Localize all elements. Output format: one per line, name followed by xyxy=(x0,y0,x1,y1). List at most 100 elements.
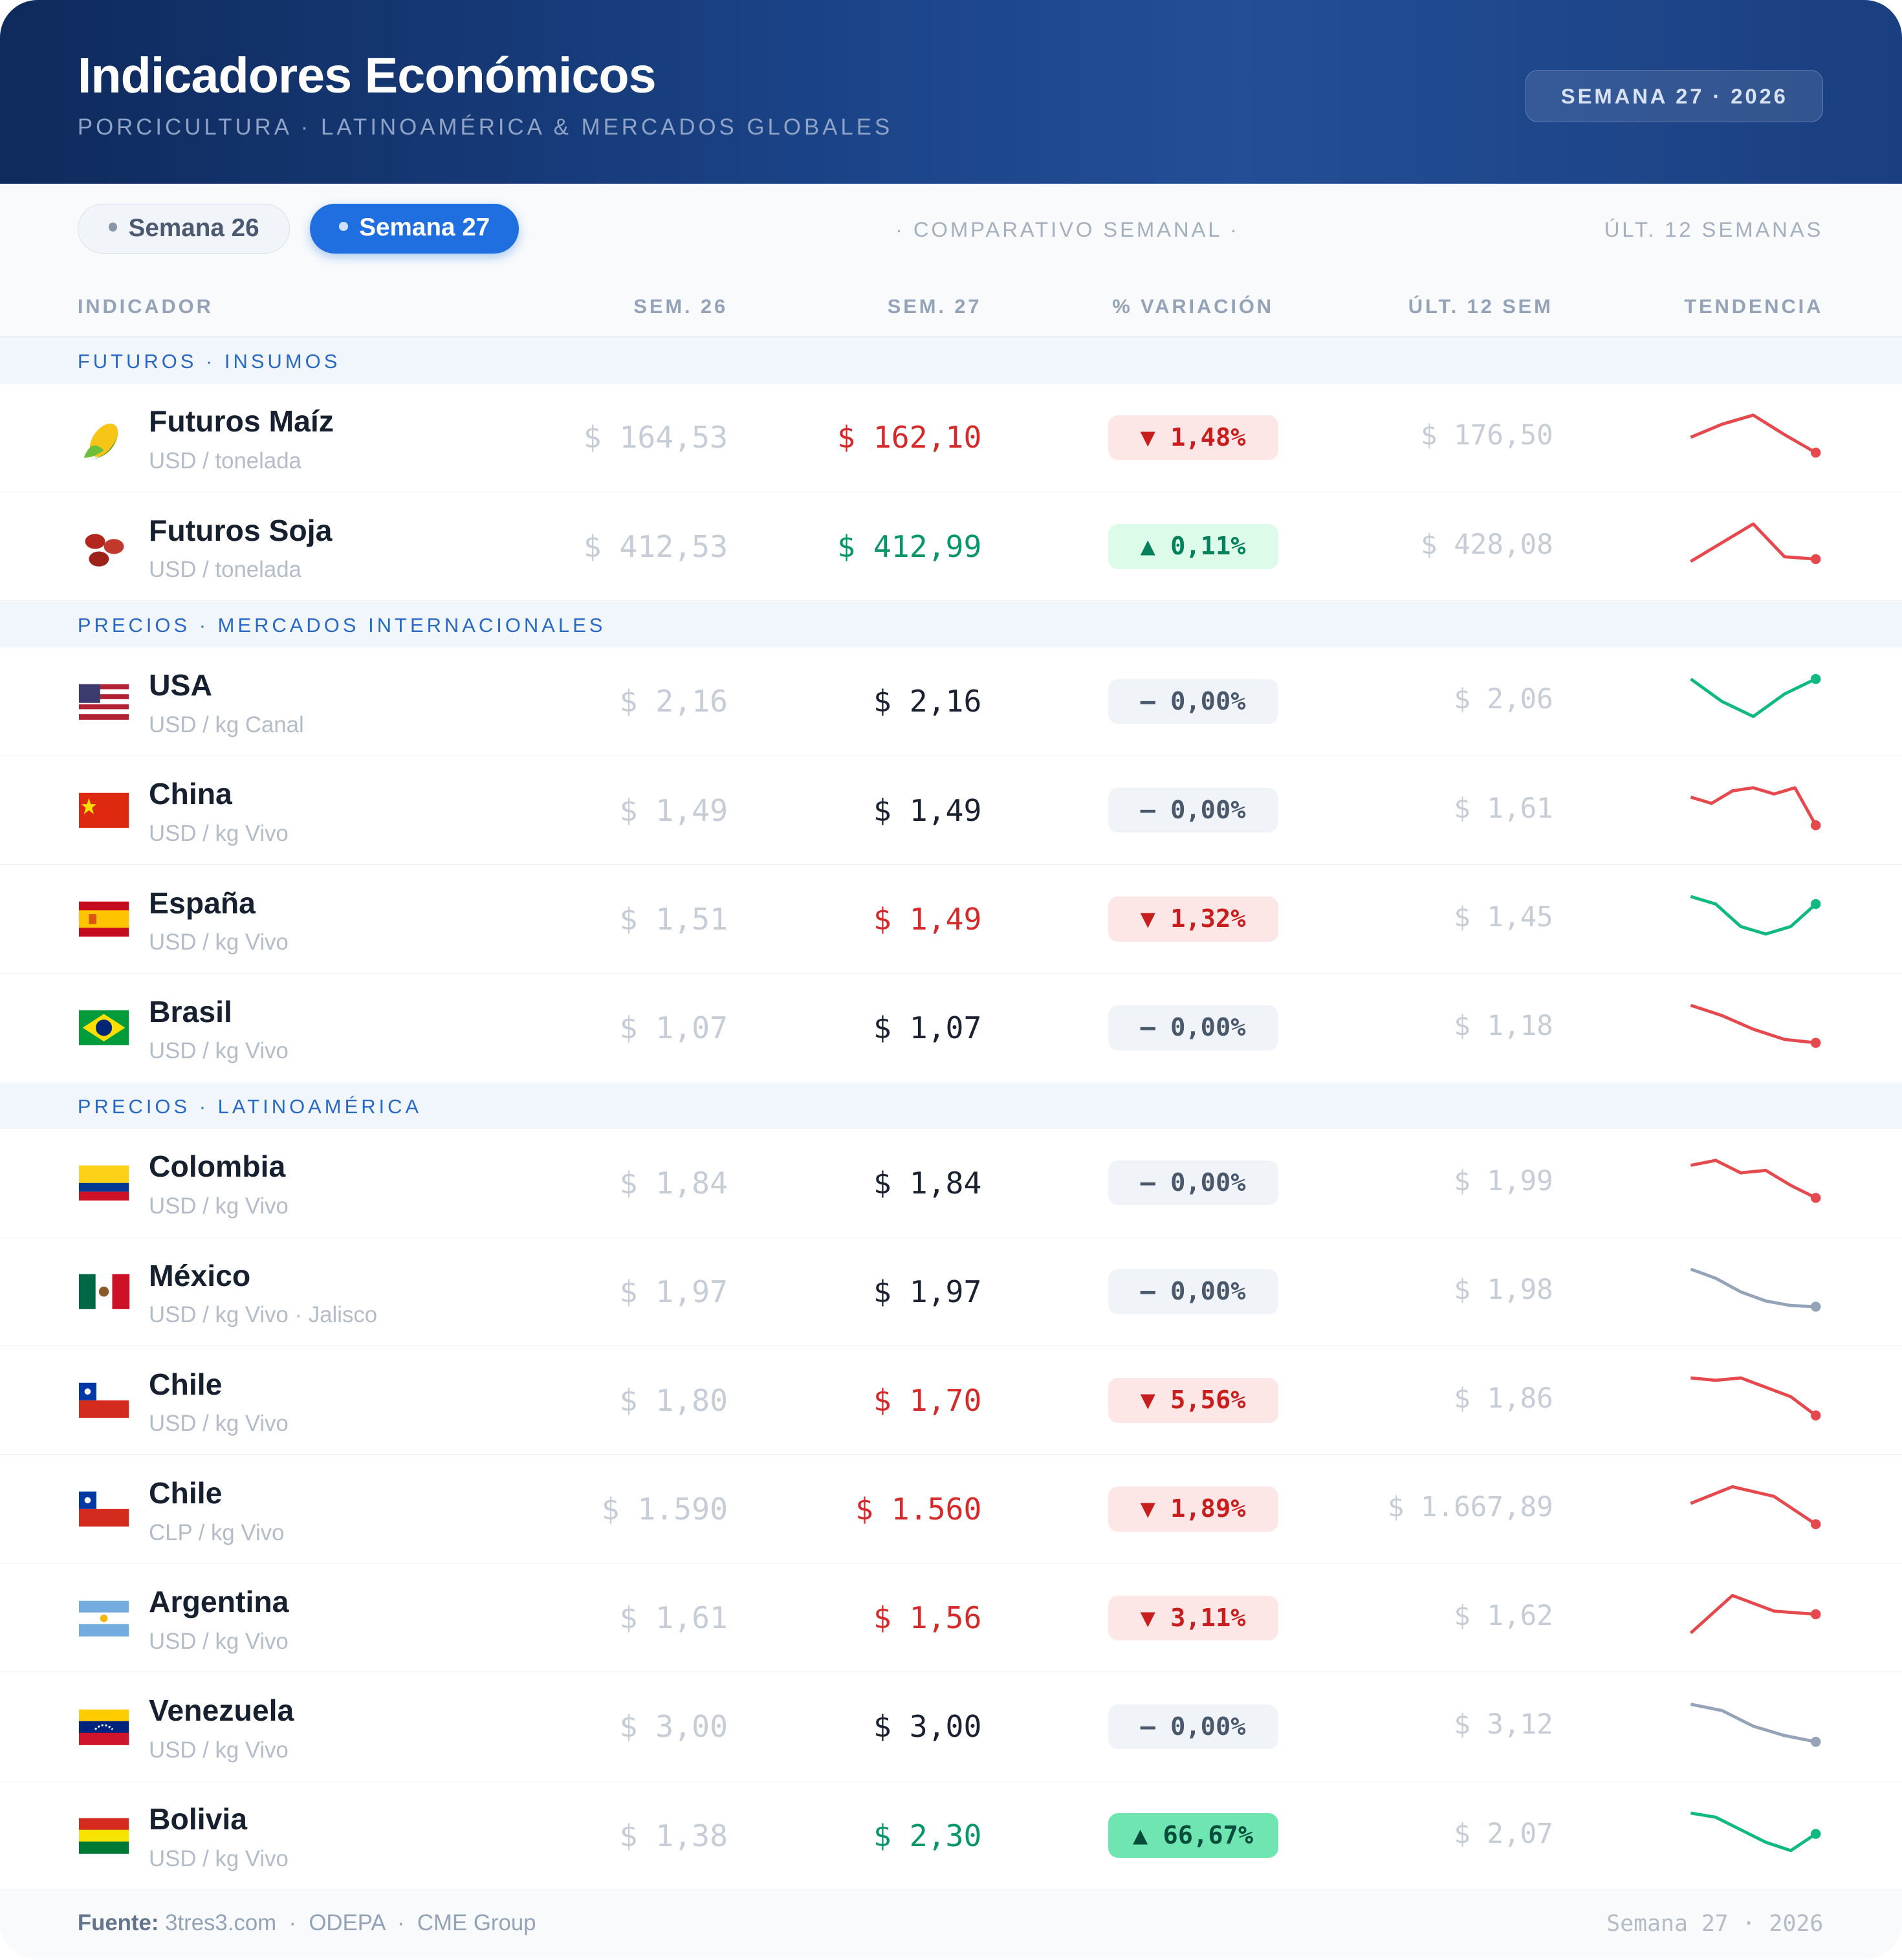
icon xyxy=(78,524,130,569)
sem26-value: $ 1,84 xyxy=(619,1165,728,1201)
center-label: · COMPARATIVO SEMANAL · xyxy=(895,217,1240,242)
sem27-value: $ 1,70 xyxy=(873,1382,982,1418)
sem26-value: $ 412,53 xyxy=(583,528,728,564)
row xyxy=(0,648,1902,756)
sem27-value: $ 1,56 xyxy=(873,1600,982,1636)
variation-badge: ▼ 1,48% xyxy=(1108,415,1278,461)
ult12-value: $ 428,08 xyxy=(1421,528,1553,561)
icon-graphic xyxy=(78,1165,129,1201)
ult12-value: $ 1,18 xyxy=(1454,1010,1553,1042)
sem26-value: $ 1.590 xyxy=(601,1492,728,1527)
indicator-name: Brasil xyxy=(149,994,232,1029)
variation-badge: ▲ 66,67% xyxy=(1108,1813,1278,1858)
ult12-value: $ 2,06 xyxy=(1454,684,1553,716)
sem26-value: $ 3,00 xyxy=(619,1709,728,1745)
icon-graphic xyxy=(78,684,129,720)
sem27-value: $ 2,16 xyxy=(873,684,982,719)
ult12-value: $ 2,07 xyxy=(1454,1818,1553,1850)
icon-graphic xyxy=(78,901,129,937)
ult12-value: $ 1.667,89 xyxy=(1387,1492,1553,1524)
indicator-unit: USD / kg Vivo xyxy=(149,1039,289,1064)
ult12-value: $ 176,50 xyxy=(1421,420,1553,452)
icon xyxy=(78,1269,130,1314)
icon-graphic xyxy=(78,1382,129,1419)
indicator-name: Futuros Soja xyxy=(149,513,333,547)
row xyxy=(0,974,1902,1083)
variation-badge: ▲ 0,11% xyxy=(1108,523,1278,569)
subtitle: PORCICULTURA · LATINOAMÉRICA & MERCADOS … xyxy=(77,114,893,140)
indicator-name: Argentina xyxy=(149,1585,289,1619)
row xyxy=(0,1346,1902,1455)
icon-graphic xyxy=(78,1818,129,1854)
row xyxy=(0,1455,1902,1564)
section-band xyxy=(0,601,1902,649)
indicator-unit: USD / kg Vivo · Jalisco xyxy=(149,1303,378,1328)
icon xyxy=(78,1596,130,1641)
indicator-unit: USD / kg Canal xyxy=(149,712,304,737)
variation-badge: ▼ 5,56% xyxy=(1108,1378,1278,1423)
column-title: % VARIACIÓN xyxy=(1112,295,1274,318)
icon-graphic xyxy=(78,1600,129,1637)
icon xyxy=(78,1813,130,1858)
row xyxy=(0,1237,1902,1346)
icon xyxy=(78,788,130,833)
indicator-name: Colombia xyxy=(149,1149,286,1184)
footer-sources: Fuente: 3tres3.com · ODEPA · CME Group xyxy=(78,1911,536,1936)
variation-badge: ▼ 1,32% xyxy=(1108,896,1278,942)
icon-graphic xyxy=(83,423,118,461)
column-title: SEM. 26 xyxy=(633,295,728,318)
sem27-value: $ 1,49 xyxy=(873,901,982,937)
icon xyxy=(78,1005,130,1051)
sem26-value: $ 1,51 xyxy=(619,901,728,937)
indicator-name: España xyxy=(149,886,256,920)
sem27-value: $ 412,99 xyxy=(837,528,982,564)
sem27-value: $ 1.560 xyxy=(855,1492,982,1527)
icon xyxy=(78,897,130,942)
sem26-value: $ 2,16 xyxy=(619,684,728,719)
indicator-unit: USD / kg Vivo xyxy=(149,821,289,846)
sem27-value: $ 1,49 xyxy=(873,792,982,828)
row xyxy=(0,1673,1902,1781)
sem26-value: $ 1,07 xyxy=(619,1010,728,1045)
column-title: TENDENCIA xyxy=(1684,295,1824,318)
sem27-value: $ 1,97 xyxy=(873,1274,982,1309)
icon xyxy=(78,679,130,724)
right-label: ÚLT. 12 SEMANAS xyxy=(1604,217,1824,242)
week-tab[interactable]: Semana 27 xyxy=(310,204,519,254)
icon xyxy=(78,1704,130,1750)
variation-badge: – 0,00% xyxy=(1108,679,1278,724)
icon xyxy=(78,1486,130,1532)
indicator-name: México xyxy=(149,1258,251,1292)
icon xyxy=(78,1378,130,1423)
indicator-name: Bolivia xyxy=(149,1802,248,1836)
icon-graphic xyxy=(78,1274,130,1309)
variation-badge: – 0,00% xyxy=(1108,1704,1278,1750)
row xyxy=(0,756,1902,865)
sem27-value: $ 2,30 xyxy=(873,1818,982,1853)
row xyxy=(0,1781,1902,1890)
column-title: SEM. 27 xyxy=(887,295,982,318)
section-title: PRECIOS · MERCADOS INTERNACIONALES xyxy=(77,614,606,637)
ult12-value: $ 1,62 xyxy=(1454,1600,1553,1633)
sem27-value: $ 162,10 xyxy=(837,420,982,455)
indicator-name: USA xyxy=(149,668,212,702)
ult12-value: $ 3,12 xyxy=(1454,1709,1553,1741)
section-band xyxy=(0,337,1902,385)
section-title: FUTUROS · INSUMOS xyxy=(77,350,341,373)
week-tab[interactable]: Semana 26 xyxy=(77,204,290,254)
column-title: ÚLT. 12 SEM xyxy=(1408,295,1553,318)
variation-badge: ▼ 3,11% xyxy=(1108,1595,1278,1641)
footer-week: Semana 27 · 2026 xyxy=(1606,1910,1824,1937)
indicator-name: China xyxy=(149,777,232,811)
indicator-unit: USD / tonelada xyxy=(149,558,301,583)
section-title: PRECIOS · LATINOAMÉRICA xyxy=(77,1095,422,1118)
row xyxy=(0,384,1902,492)
icon-graphic xyxy=(78,792,129,828)
icon-graphic xyxy=(78,1010,129,1045)
row xyxy=(0,1129,1902,1237)
icon xyxy=(78,1160,130,1206)
ult12-value: $ 1,98 xyxy=(1454,1274,1553,1306)
indicator-name: Chile xyxy=(149,1367,223,1401)
row xyxy=(0,492,1902,601)
